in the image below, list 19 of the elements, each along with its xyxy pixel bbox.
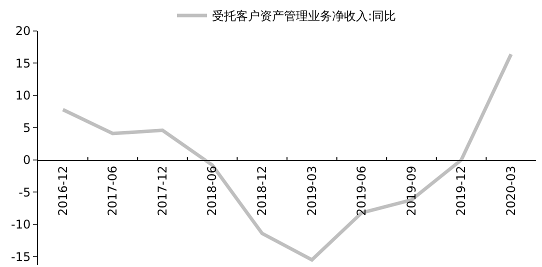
x-tick-label: 2017-06 xyxy=(106,166,120,216)
y-tick-label: 20 xyxy=(15,24,31,38)
y-tick-label: 5 xyxy=(22,120,31,135)
y-tick-label: -15 xyxy=(10,250,31,264)
y-tick-label: 0 xyxy=(22,153,31,168)
x-tick-label: 2018-12 xyxy=(255,166,269,216)
x-tick-label: 2019-06 xyxy=(354,166,369,216)
x-tick-label: 2019-03 xyxy=(304,166,319,216)
x-tick-label: 2016-12 xyxy=(56,166,70,216)
y-tick-label: 15 xyxy=(15,56,31,70)
legend-label: 受托客户资产管理业务净收入:同比 xyxy=(212,9,396,24)
x-tick-label: 2019-12 xyxy=(454,166,468,216)
x-tick-label: 2020-03 xyxy=(504,166,518,216)
y-tick-label: -5 xyxy=(18,185,31,200)
x-tick-label: 2018-06 xyxy=(205,166,220,216)
x-tick-label: 2017-12 xyxy=(155,166,170,216)
y-tick-label: 10 xyxy=(15,88,31,103)
y-tick-label: -10 xyxy=(10,218,31,232)
x-tick-label: 2019-09 xyxy=(404,166,418,216)
